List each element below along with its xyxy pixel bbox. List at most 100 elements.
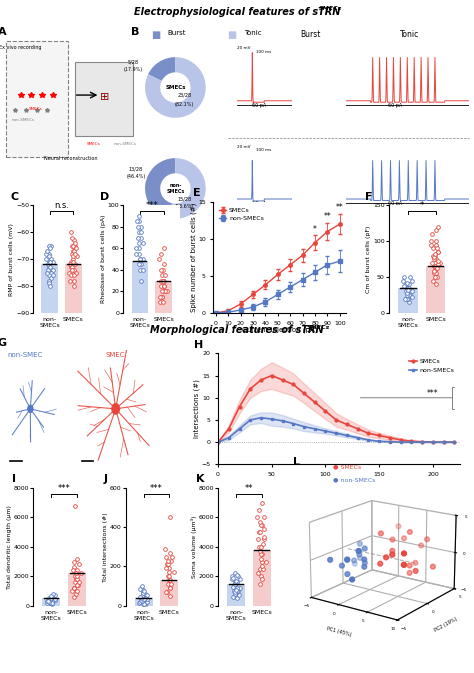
Point (136, 264, 143, 275)
Point (233, 569, 241, 580)
Point (161, 275, 168, 286)
Point (431, 250, 438, 261)
non-SMECs (441, 438, 447, 446)
Point (260, 512, 268, 523)
Point (44, 596, 51, 606)
Point (256, 546, 264, 557)
Text: Ex vivo recording: Ex vivo recording (0, 45, 42, 50)
Point (47, 591, 55, 602)
Point (164, 571, 172, 581)
Point (259, 561, 266, 571)
Point (49, 596, 56, 606)
Point (234, 586, 241, 596)
Point (408, 286, 416, 297)
Point (163, 587, 170, 598)
Point (408, 292, 416, 303)
Point (405, 283, 412, 293)
Point (229, 581, 237, 592)
Point (135, 227, 143, 238)
Point (158, 270, 166, 281)
Point (132, 243, 140, 254)
SMECs (301, 389, 307, 397)
Bar (65, 264, 82, 313)
SMECs (430, 438, 436, 446)
Point (164, 286, 171, 297)
Text: Burst: Burst (167, 30, 186, 36)
Point (170, 567, 177, 577)
Point (429, 250, 437, 261)
Text: 60 pA: 60 pA (388, 103, 402, 108)
Point (68, 240, 76, 251)
Point (168, 551, 175, 562)
Point (404, 279, 411, 289)
Point (258, 497, 266, 508)
Point (137, 221, 145, 232)
Point (433, 272, 440, 283)
Point (257, 541, 265, 552)
Point (164, 555, 172, 566)
Point (139, 596, 147, 606)
Legend: SMECs, non-SMECs: SMECs, non-SMECs (407, 357, 456, 376)
Point (136, 598, 143, 608)
Point (73, 574, 80, 585)
Point (156, 291, 164, 302)
Point (432, 279, 440, 289)
Point (255, 541, 263, 552)
Point (430, 261, 438, 272)
Point (139, 594, 147, 605)
Point (166, 512, 174, 523)
Point (47, 240, 55, 251)
Point (255, 505, 263, 516)
Point (233, 583, 240, 594)
Point (403, 293, 410, 304)
Point (137, 594, 145, 605)
Point (157, 264, 165, 275)
Point (46, 262, 54, 273)
Point (44, 259, 51, 270)
Point (232, 588, 239, 600)
Point (49, 588, 57, 600)
Point (430, 252, 438, 262)
Text: 60 pA: 60 pA (252, 201, 266, 206)
Point (435, 258, 442, 269)
non-SMECs (398, 438, 403, 446)
SMECs (280, 376, 285, 384)
Point (47, 592, 55, 603)
Point (137, 254, 144, 264)
SMECs (365, 429, 371, 437)
non-SMECs (269, 415, 274, 423)
Bar (426, 267, 446, 313)
Point (136, 243, 143, 254)
Text: 60 pA: 60 pA (388, 201, 402, 206)
Point (136, 259, 143, 270)
Point (137, 259, 145, 270)
Point (432, 240, 440, 250)
Point (142, 592, 149, 603)
Text: **: ** (324, 212, 331, 221)
Y-axis label: Cm of burst cells (pF): Cm of burst cells (pF) (366, 225, 372, 293)
SMECs (269, 371, 274, 380)
Point (73, 574, 81, 585)
Wedge shape (145, 158, 175, 218)
non-SMECs (387, 437, 393, 446)
Text: non-SMECs: non-SMECs (11, 118, 35, 122)
Point (429, 275, 437, 286)
Bar (42, 598, 60, 606)
Bar (227, 583, 245, 606)
Point (72, 588, 79, 600)
SMECs (333, 416, 339, 424)
SMECs (387, 433, 393, 441)
Point (428, 240, 435, 250)
Bar (42, 264, 58, 313)
non-SMECs (291, 419, 296, 427)
Point (166, 583, 174, 594)
Point (134, 221, 142, 232)
Point (46, 262, 53, 273)
Point (70, 565, 77, 576)
Point (256, 516, 264, 527)
Text: 60 pA: 60 pA (252, 103, 266, 108)
Point (70, 592, 77, 602)
SMECs (237, 402, 242, 411)
Point (256, 563, 264, 574)
Point (137, 583, 144, 594)
